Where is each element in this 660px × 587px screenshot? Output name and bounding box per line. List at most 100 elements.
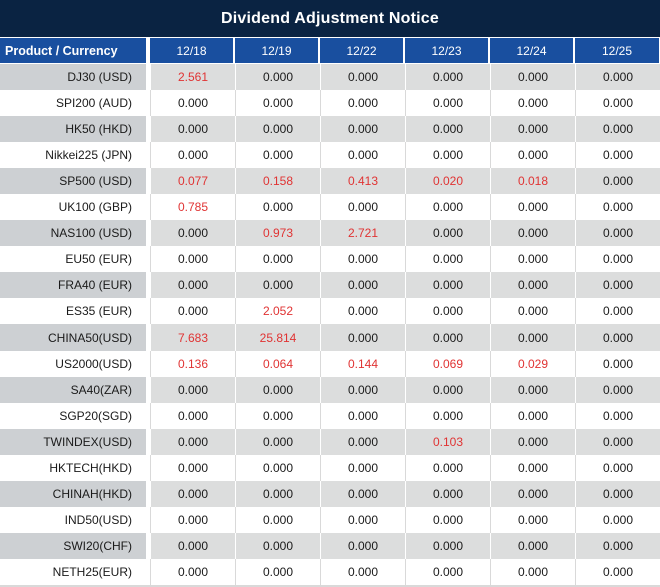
value-cell: 0.000 — [235, 532, 320, 559]
value-cell: 0.000 — [320, 194, 405, 221]
product-cell: NETH25(EUR) — [0, 558, 150, 585]
product-cell: SA40(ZAR) — [0, 376, 150, 403]
value-cell: 0.000 — [490, 558, 575, 585]
value-cell: 0.000 — [150, 558, 235, 585]
value-cell: 0.000 — [405, 402, 490, 429]
value-cell: 0.000 — [235, 506, 320, 533]
value-cell: 0.000 — [490, 402, 575, 429]
value-cell: 0.000 — [405, 480, 490, 507]
product-cell: UK100 (GBP) — [0, 194, 150, 221]
value-cell: 0.000 — [320, 324, 405, 351]
value-cell: 0.000 — [150, 480, 235, 507]
value-cell: 0.000 — [575, 350, 660, 377]
value-cell: 0.000 — [320, 246, 405, 273]
value-cell: 0.000 — [490, 194, 575, 221]
value-cell: 0.000 — [405, 506, 490, 533]
column-header-date: 12/22 — [320, 38, 405, 64]
value-cell: 0.000 — [235, 64, 320, 91]
value-cell: 0.000 — [320, 558, 405, 585]
value-cell: 0.000 — [150, 246, 235, 273]
value-cell: 0.000 — [490, 64, 575, 91]
product-cell: HKTECH(HKD) — [0, 454, 150, 481]
value-cell: 0.000 — [235, 90, 320, 117]
value-cell: 0.000 — [150, 454, 235, 481]
value-cell: 0.064 — [235, 350, 320, 377]
value-cell: 0.000 — [320, 532, 405, 559]
value-cell: 0.000 — [405, 454, 490, 481]
value-cell: 0.000 — [150, 506, 235, 533]
value-cell: 0.000 — [575, 376, 660, 403]
value-cell: 0.158 — [235, 168, 320, 195]
product-cell: SWI20(CHF) — [0, 532, 150, 559]
product-cell: ES35 (EUR) — [0, 298, 150, 325]
value-cell: 0.000 — [235, 116, 320, 143]
value-cell: 0.000 — [150, 90, 235, 117]
value-cell: 0.000 — [150, 298, 235, 325]
value-cell: 0.000 — [320, 376, 405, 403]
product-cell: NAS100 (USD) — [0, 220, 150, 247]
value-cell: 0.000 — [235, 272, 320, 299]
value-cell: 0.077 — [150, 168, 235, 195]
value-cell: 0.000 — [320, 90, 405, 117]
product-cell: CHINA50(USD) — [0, 324, 150, 351]
value-cell: 2.052 — [235, 298, 320, 325]
value-cell: 0.000 — [235, 246, 320, 273]
value-cell: 0.000 — [490, 220, 575, 247]
value-cell: 0.000 — [150, 428, 235, 455]
product-cell: DJ30 (USD) — [0, 64, 150, 91]
value-cell: 0.000 — [150, 116, 235, 143]
value-cell: 0.000 — [575, 428, 660, 455]
value-cell: 0.136 — [150, 350, 235, 377]
value-cell: 0.000 — [235, 454, 320, 481]
column-header-product: Product / Currency — [0, 38, 150, 64]
value-cell: 0.000 — [575, 142, 660, 169]
value-cell: 0.018 — [490, 168, 575, 195]
value-cell: 0.000 — [235, 428, 320, 455]
value-cell: 0.000 — [405, 116, 490, 143]
product-cell: TWINDEX(USD) — [0, 428, 150, 455]
value-cell: 0.000 — [405, 220, 490, 247]
value-cell: 2.721 — [320, 220, 405, 247]
value-cell: 0.000 — [575, 90, 660, 117]
column-header-date: 12/23 — [405, 38, 490, 64]
value-cell: 0.029 — [490, 350, 575, 377]
value-cell: 0.000 — [235, 480, 320, 507]
value-cell: 0.000 — [575, 532, 660, 559]
value-cell: 0.000 — [490, 506, 575, 533]
value-cell: 0.000 — [490, 454, 575, 481]
value-cell: 0.785 — [150, 194, 235, 221]
value-cell: 0.000 — [320, 272, 405, 299]
value-cell: 0.000 — [490, 532, 575, 559]
value-cell: 0.000 — [235, 402, 320, 429]
value-cell: 0.000 — [320, 480, 405, 507]
value-cell: 7.683 — [150, 324, 235, 351]
value-cell: 0.000 — [575, 454, 660, 481]
value-cell: 0.000 — [320, 64, 405, 91]
value-cell: 0.000 — [575, 194, 660, 221]
value-cell: 0.000 — [320, 298, 405, 325]
value-cell: 0.000 — [575, 246, 660, 273]
value-cell: 0.000 — [405, 558, 490, 585]
value-cell: 0.000 — [235, 194, 320, 221]
value-cell: 0.000 — [490, 116, 575, 143]
value-cell: 0.000 — [150, 532, 235, 559]
page-title: Dividend Adjustment Notice — [0, 0, 660, 38]
column-header-date: 12/19 — [235, 38, 320, 64]
value-cell: 0.000 — [150, 220, 235, 247]
value-cell: 0.000 — [150, 402, 235, 429]
value-cell: 0.000 — [490, 246, 575, 273]
value-cell: 0.000 — [405, 142, 490, 169]
value-cell: 0.000 — [320, 116, 405, 143]
product-cell: FRA40 (EUR) — [0, 272, 150, 299]
value-cell: 0.000 — [405, 376, 490, 403]
value-cell: 0.000 — [405, 532, 490, 559]
value-cell: 0.020 — [405, 168, 490, 195]
value-cell: 0.000 — [235, 558, 320, 585]
value-cell: 0.000 — [575, 324, 660, 351]
value-cell: 0.000 — [320, 402, 405, 429]
product-cell: EU50 (EUR) — [0, 246, 150, 273]
value-cell: 0.000 — [490, 90, 575, 117]
value-cell: 0.069 — [405, 350, 490, 377]
value-cell: 0.973 — [235, 220, 320, 247]
value-cell: 0.000 — [320, 428, 405, 455]
